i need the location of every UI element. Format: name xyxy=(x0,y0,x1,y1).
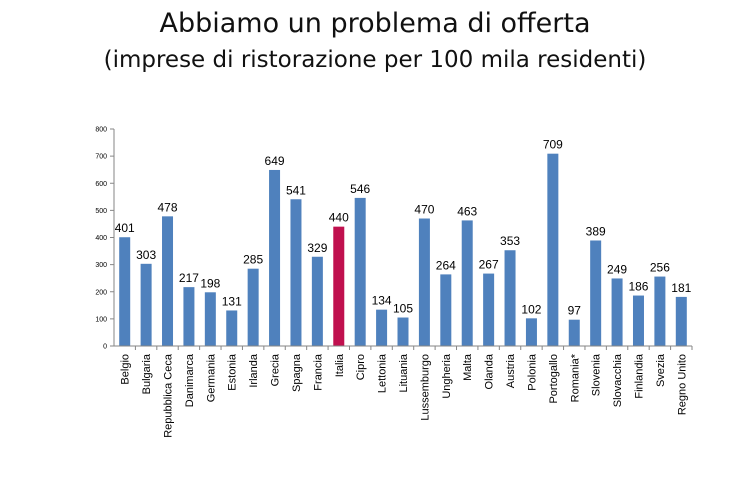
bar xyxy=(525,318,537,346)
bar xyxy=(590,240,602,346)
x-tick-label: Lussemburgo xyxy=(419,354,431,421)
bar xyxy=(311,256,323,346)
x-tick-label: Regno Unito xyxy=(676,354,688,415)
bar xyxy=(418,218,430,346)
bar xyxy=(632,295,644,346)
bar xyxy=(290,199,302,346)
x-tick-label: Lettonia xyxy=(377,353,389,393)
data-label: 389 xyxy=(586,224,606,238)
x-tick-label: Cipro xyxy=(355,354,367,380)
data-label: 97 xyxy=(568,304,582,318)
bar xyxy=(568,319,580,346)
x-tick-label: Slovacchia xyxy=(612,353,624,407)
bar xyxy=(354,197,366,346)
bar xyxy=(397,317,409,346)
y-tick-label: 500 xyxy=(95,208,107,215)
x-tick-label: Slovenia xyxy=(591,353,603,396)
data-label: 249 xyxy=(607,262,627,276)
x-tick-label: Francia xyxy=(312,353,324,391)
y-tick-label: 0 xyxy=(103,344,107,351)
data-label: 463 xyxy=(457,204,477,218)
x-tick-label: Irlanda xyxy=(248,353,260,388)
x-tick-label: Svezia xyxy=(655,353,667,387)
y-tick-label: 200 xyxy=(95,289,107,296)
y-tick-label: 100 xyxy=(95,316,107,323)
data-label: 546 xyxy=(350,182,370,196)
x-tick-label: Grecia xyxy=(270,353,282,386)
x-tick-label: Portogallo xyxy=(548,354,560,404)
x-tick-label: Danimarca xyxy=(184,353,196,407)
data-label: 303 xyxy=(136,248,156,262)
y-tick-label: 800 xyxy=(95,127,107,134)
data-label: 267 xyxy=(479,258,499,272)
data-label: 217 xyxy=(179,271,199,285)
x-tick-label: Belgio xyxy=(120,354,132,385)
bar xyxy=(675,296,687,346)
x-tick-label: Estonia xyxy=(227,353,239,391)
x-tick-label: Bulgaria xyxy=(141,353,153,394)
x-axis: Belgio Bulgaria Repubblica Ceca Danimarca Ge… xyxy=(114,345,693,438)
bar xyxy=(440,274,452,346)
data-label: 181 xyxy=(671,281,691,295)
bar xyxy=(204,292,216,346)
x-tick-label: Italia xyxy=(334,353,346,377)
data-label: 470 xyxy=(414,203,434,217)
bar xyxy=(333,226,345,346)
data-label: 649 xyxy=(265,154,285,168)
x-tick-label: Repubblica Ceca xyxy=(163,353,175,438)
data-label: 256 xyxy=(650,261,670,275)
bar xyxy=(162,216,174,346)
bar xyxy=(461,220,473,346)
chart-title: Abbiamo un problema di offerta xyxy=(159,8,591,39)
bars xyxy=(119,153,687,346)
y-axis: 0 100 200 300 400 500 600 700 800 xyxy=(95,127,115,351)
y-tick-label: 300 xyxy=(95,262,107,269)
bar xyxy=(376,309,388,346)
y-tick-label: 400 xyxy=(95,235,107,242)
x-tick-label: Ungheria xyxy=(441,353,453,399)
data-label: 186 xyxy=(628,280,648,294)
data-label: 264 xyxy=(436,258,456,272)
bar xyxy=(226,310,238,346)
y-tick-label: 600 xyxy=(95,181,107,188)
data-label: 102 xyxy=(521,302,541,316)
chart-subtitle: (imprese di ristorazione per 100 mila re… xyxy=(103,47,647,73)
x-tick-label: Finlandia xyxy=(633,353,645,399)
data-label: 198 xyxy=(200,276,220,290)
bar xyxy=(140,263,152,346)
data-label: 541 xyxy=(286,183,306,197)
x-tick-label: Olanda xyxy=(484,353,496,389)
bar xyxy=(483,273,495,346)
y-tick-label: 700 xyxy=(95,154,107,161)
x-tick-label: Spagna xyxy=(291,353,303,392)
bar xyxy=(504,250,516,346)
bar xyxy=(269,169,281,346)
data-label: 285 xyxy=(243,253,263,267)
data-label: 401 xyxy=(115,221,135,235)
data-label: 353 xyxy=(500,234,520,248)
data-label: 440 xyxy=(329,211,349,225)
data-label: 134 xyxy=(372,294,392,308)
x-tick-label: Romania* xyxy=(569,353,581,402)
data-label: 478 xyxy=(158,200,178,214)
data-label: 709 xyxy=(543,138,563,152)
bar xyxy=(654,276,666,346)
bar xyxy=(247,268,259,346)
x-tick-label: Germania xyxy=(205,353,217,402)
x-tick-label: Polonia xyxy=(526,353,538,391)
x-tick-label: Malta xyxy=(462,353,474,381)
data-label: 105 xyxy=(393,302,413,316)
data-label: 329 xyxy=(307,241,327,255)
bar xyxy=(183,287,195,346)
data-label: 131 xyxy=(222,294,242,308)
x-tick-label: Lituania xyxy=(398,353,410,392)
bar xyxy=(611,278,623,346)
x-tick-label: Austria xyxy=(505,353,517,388)
bar xyxy=(119,237,131,346)
bar xyxy=(547,153,559,346)
